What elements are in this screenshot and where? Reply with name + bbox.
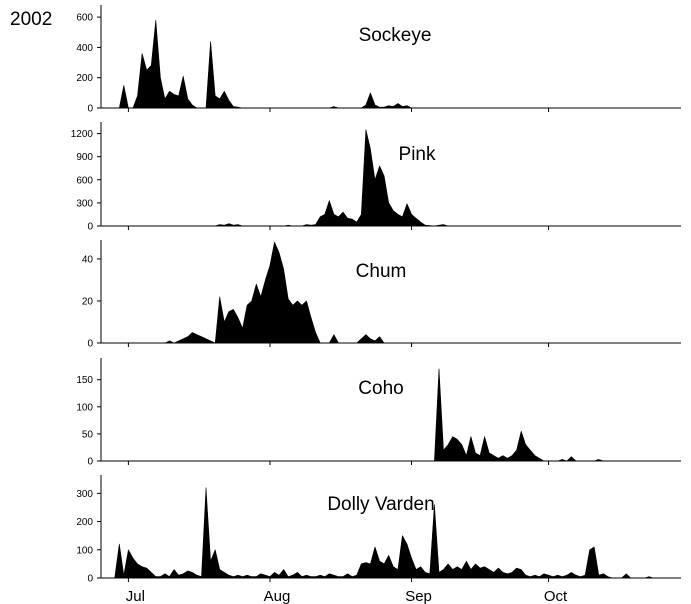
y-tick-label: 40 <box>82 254 94 265</box>
panel-title: Chum <box>356 261 407 282</box>
panel-chum: 0 20 40 Chum <box>82 240 681 350</box>
month-axis: Jul Aug Sep Oct <box>126 588 568 604</box>
y-tick-label: 200 <box>76 73 93 84</box>
panel-sockeye: 0 200 400 600 Sockeye <box>76 5 681 115</box>
y-tick-label: 900 <box>76 152 93 163</box>
y-tick-label: 100 <box>76 545 93 556</box>
y-tick-label: 0 <box>87 222 93 233</box>
y-tick-label: 600 <box>76 175 93 186</box>
panel-pink: 0 300 600 900 1200 Pink <box>71 122 681 233</box>
panel-dolly-varden: 0 100 200 300 Dolly Varden <box>76 475 681 585</box>
year-label: 2002 <box>10 9 52 30</box>
y-tick-label: 0 <box>87 457 93 468</box>
area-series-coho <box>434 368 604 462</box>
y-tick-label: 20 <box>82 296 94 307</box>
chart-panels: 0200400600Sockeye03006009001200Pink02040… <box>71 5 681 585</box>
area-series-dolly-varden <box>114 487 654 579</box>
y-tick-label: 0 <box>87 339 93 350</box>
y-tick-label: 0 <box>87 104 93 115</box>
area-series-sockeye <box>119 19 412 109</box>
y-tick-label: 1200 <box>71 129 94 140</box>
panel-title: Dolly Varden <box>327 494 434 515</box>
panel-title: Sockeye <box>359 25 432 46</box>
y-tick-label: 300 <box>76 489 93 500</box>
x-tick-label: Aug <box>264 588 291 604</box>
area-series-chum <box>164 241 385 344</box>
y-tick-label: 200 <box>76 517 93 528</box>
x-tick-label: Oct <box>544 588 568 604</box>
panel-coho: 0 50 100 150 Coho <box>76 358 681 468</box>
x-tick-label: Sep <box>405 588 432 604</box>
y-tick-label: 50 <box>82 429 94 440</box>
y-tick-label: 300 <box>76 198 93 209</box>
y-tick-label: 400 <box>76 43 93 54</box>
y-tick-label: 100 <box>76 402 93 413</box>
x-tick-label: Jul <box>126 588 145 604</box>
y-tick-label: 0 <box>87 574 93 585</box>
panel-title: Pink <box>399 144 436 165</box>
y-tick-label: 150 <box>76 375 93 386</box>
panel-title: Coho <box>358 378 403 399</box>
y-tick-label: 600 <box>76 13 93 24</box>
